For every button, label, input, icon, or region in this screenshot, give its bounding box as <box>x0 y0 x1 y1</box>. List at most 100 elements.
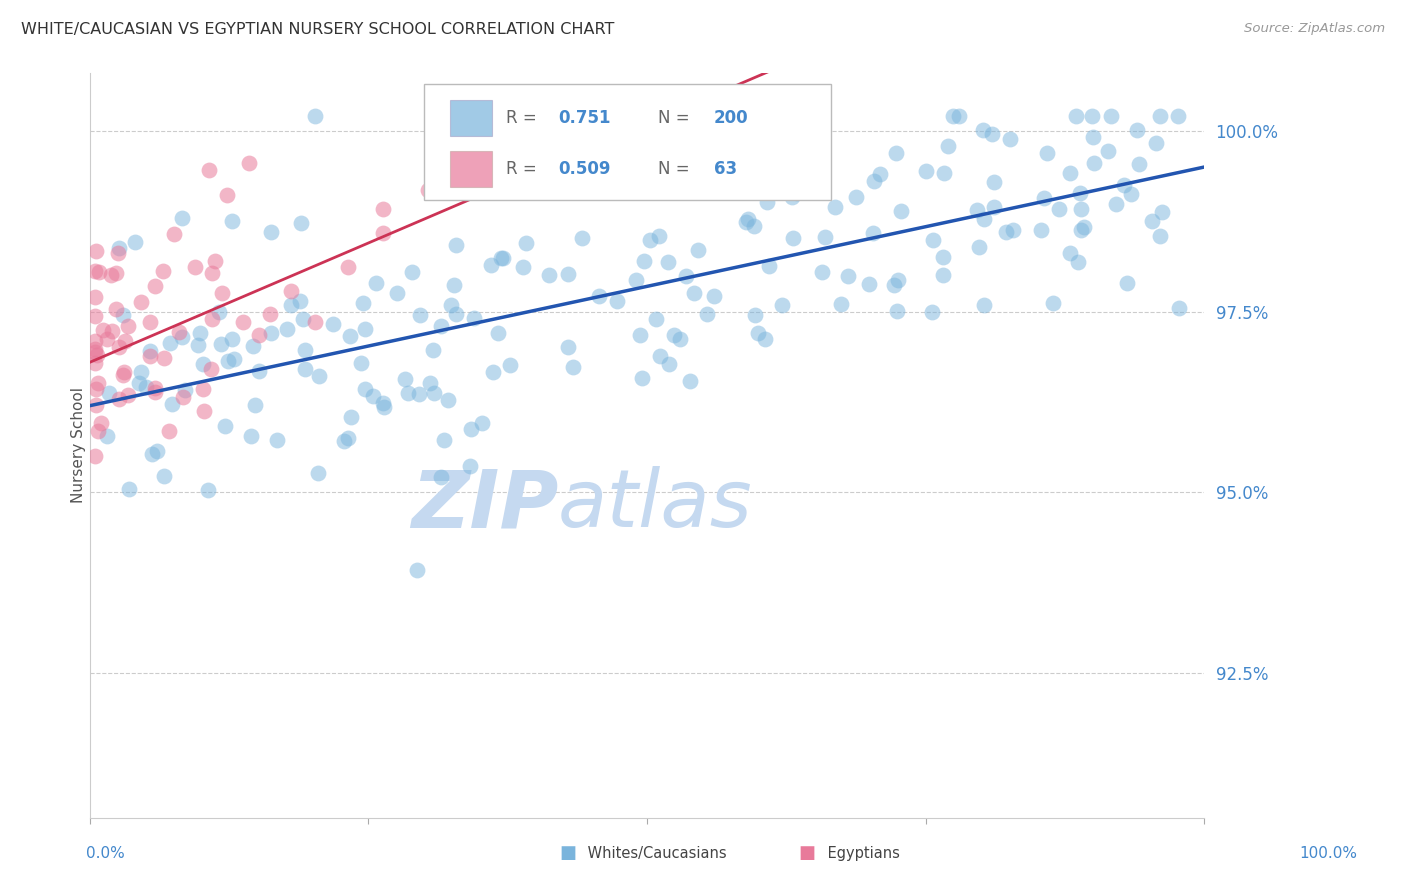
Point <box>688 243 710 257</box>
Point <box>1032 191 1054 205</box>
Point <box>1144 136 1167 151</box>
Point <box>337 431 360 445</box>
Point <box>224 352 246 367</box>
Point <box>139 315 162 329</box>
Point <box>858 277 880 291</box>
Point <box>915 163 938 178</box>
Point <box>782 153 804 168</box>
Point <box>97 386 120 401</box>
Point <box>1097 144 1119 158</box>
Point <box>451 164 474 178</box>
Point <box>112 308 135 322</box>
Point <box>128 376 150 390</box>
Point <box>489 251 512 265</box>
Point <box>214 418 236 433</box>
Point <box>972 123 994 137</box>
Text: 100.0%: 100.0% <box>1299 847 1358 861</box>
Point <box>232 315 254 329</box>
Point <box>240 429 263 443</box>
Point <box>696 307 718 321</box>
Text: ZIP: ZIP <box>411 466 558 544</box>
Point <box>1073 219 1095 234</box>
Point <box>290 216 312 230</box>
Point <box>458 458 481 473</box>
Point <box>758 259 780 273</box>
Text: 63: 63 <box>714 160 737 178</box>
Point <box>84 244 107 258</box>
Point <box>942 109 965 123</box>
Point <box>304 316 326 330</box>
Point <box>606 294 628 309</box>
Point <box>830 297 852 311</box>
Point <box>146 444 169 458</box>
Point <box>84 345 107 359</box>
Point <box>394 371 416 385</box>
Point <box>135 380 157 394</box>
Point <box>747 326 769 341</box>
Point <box>770 298 793 312</box>
Point <box>754 332 776 346</box>
Point <box>84 264 107 278</box>
Point <box>208 304 231 318</box>
Point <box>430 319 453 334</box>
Point <box>782 231 804 245</box>
Point <box>1142 214 1164 228</box>
Point <box>288 294 311 309</box>
Point <box>322 317 344 331</box>
Point <box>648 229 671 244</box>
Point <box>354 322 377 336</box>
Point <box>862 227 884 241</box>
Point <box>444 307 467 321</box>
Point <box>86 348 108 362</box>
Point <box>337 260 360 275</box>
Point <box>193 382 215 396</box>
Point <box>84 289 107 303</box>
Point <box>679 374 702 388</box>
Point <box>886 303 908 318</box>
Point <box>785 173 807 187</box>
Point <box>152 264 174 278</box>
Point <box>966 202 988 217</box>
Point <box>87 376 110 390</box>
Point <box>111 368 134 382</box>
Point <box>638 233 661 247</box>
Point <box>782 130 804 145</box>
Point <box>117 388 139 402</box>
Point <box>114 334 136 348</box>
Point <box>429 470 451 484</box>
Point <box>1042 296 1064 310</box>
Text: 0.0%: 0.0% <box>86 847 125 861</box>
Point <box>1149 228 1171 243</box>
Point <box>332 434 354 448</box>
Point <box>153 351 176 366</box>
Text: ■: ■ <box>560 844 576 862</box>
Point <box>260 225 283 239</box>
Point <box>824 200 846 214</box>
Point <box>96 429 118 443</box>
Point <box>361 389 384 403</box>
Point <box>499 358 522 372</box>
Point <box>1059 246 1081 260</box>
Point <box>440 298 463 312</box>
Point <box>883 278 905 293</box>
Point <box>159 335 181 350</box>
Point <box>460 422 482 436</box>
Point <box>387 285 409 300</box>
Point <box>104 266 127 280</box>
Point <box>84 334 107 348</box>
Point <box>515 236 537 251</box>
Point <box>650 349 672 363</box>
Point <box>188 326 211 340</box>
Point <box>1081 129 1104 144</box>
Point <box>1149 109 1171 123</box>
Point <box>339 328 361 343</box>
Point <box>221 214 243 228</box>
Point <box>481 365 503 379</box>
Point <box>191 357 214 371</box>
Point <box>200 312 222 326</box>
Point <box>84 343 107 357</box>
Point <box>209 337 232 351</box>
Point <box>661 146 683 161</box>
Point <box>217 353 239 368</box>
Point <box>138 349 160 363</box>
